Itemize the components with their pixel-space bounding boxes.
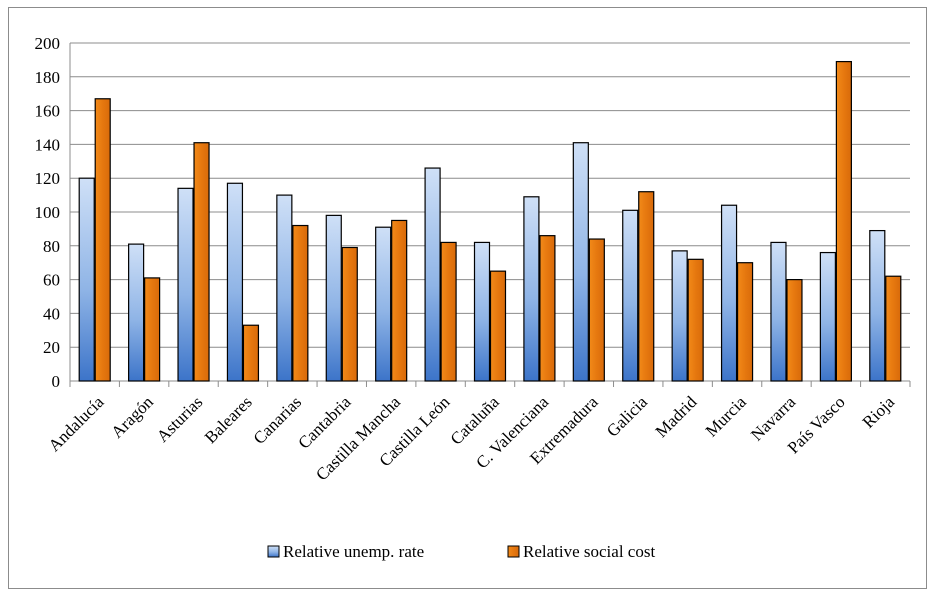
bar-social-cost	[835, 60, 852, 382]
legend-label: Relative social cost	[523, 542, 655, 561]
y-tick-label: 140	[35, 135, 61, 154]
x-category-label: Baleares	[201, 392, 256, 447]
bar-social-cost	[638, 191, 655, 382]
bar-unemp-rate	[473, 241, 491, 382]
legend-swatch	[267, 545, 280, 558]
bar-unemp-rate	[177, 187, 194, 382]
legend-label: Relative unemp. rate	[283, 542, 424, 561]
bar-social-cost	[144, 277, 161, 382]
bar-social-cost	[193, 142, 210, 382]
bar-unemp-rate	[78, 177, 95, 382]
x-category-label: Asturias	[153, 392, 207, 446]
bar-unemp-rate	[226, 182, 244, 382]
x-category-label: Galicia	[603, 392, 651, 440]
bar-social-cost	[885, 275, 902, 382]
bar-unemp-rate	[622, 209, 639, 382]
y-tick-label: 200	[35, 34, 61, 53]
bar-social-cost	[736, 262, 754, 382]
y-tick-label: 100	[35, 203, 61, 222]
bar-unemp-rate	[671, 250, 688, 382]
bar-social-cost	[539, 235, 556, 382]
bar-unemp-rate	[424, 167, 441, 382]
y-tick-label: 180	[35, 68, 61, 87]
bar-unemp-rate	[770, 241, 787, 382]
bar-unemp-rate	[720, 204, 738, 382]
y-tick-label: 0	[52, 372, 61, 391]
bar-social-cost	[341, 246, 358, 382]
bar-social-cost	[489, 270, 507, 382]
bar-unemp-rate	[276, 194, 293, 382]
y-tick-label: 160	[35, 102, 61, 121]
bar-social-cost	[687, 258, 704, 382]
x-category-label: Andalucía	[45, 392, 108, 455]
bar-social-cost	[242, 324, 260, 382]
x-category-label: Castilla Mancha	[312, 392, 404, 484]
bar-social-cost	[588, 238, 605, 382]
bar-unemp-rate	[523, 196, 540, 382]
legend-swatch	[507, 545, 520, 558]
bar-unemp-rate	[325, 214, 342, 382]
bar-social-cost	[440, 241, 457, 382]
x-category-label: Rioja	[859, 392, 899, 432]
x-category-label: Madrid	[652, 392, 701, 441]
bar-unemp-rate	[128, 243, 145, 382]
y-tick-label: 120	[35, 169, 61, 188]
bar-unemp-rate	[572, 142, 589, 382]
bar-social-cost	[94, 98, 111, 382]
x-category-label: Aragón	[107, 392, 157, 442]
x-category-label: Murcia	[702, 392, 750, 440]
y-tick-label: 40	[43, 304, 60, 323]
bar-unemp-rate	[869, 229, 886, 382]
bar-social-cost	[786, 279, 803, 382]
y-tick-label: 80	[43, 237, 60, 256]
bar-unemp-rate	[375, 226, 392, 382]
y-tick-label: 60	[43, 271, 60, 290]
bar-social-cost	[292, 224, 309, 382]
bar-social-cost	[391, 219, 408, 382]
y-tick-label: 20	[43, 338, 60, 357]
bar-unemp-rate	[819, 251, 836, 382]
